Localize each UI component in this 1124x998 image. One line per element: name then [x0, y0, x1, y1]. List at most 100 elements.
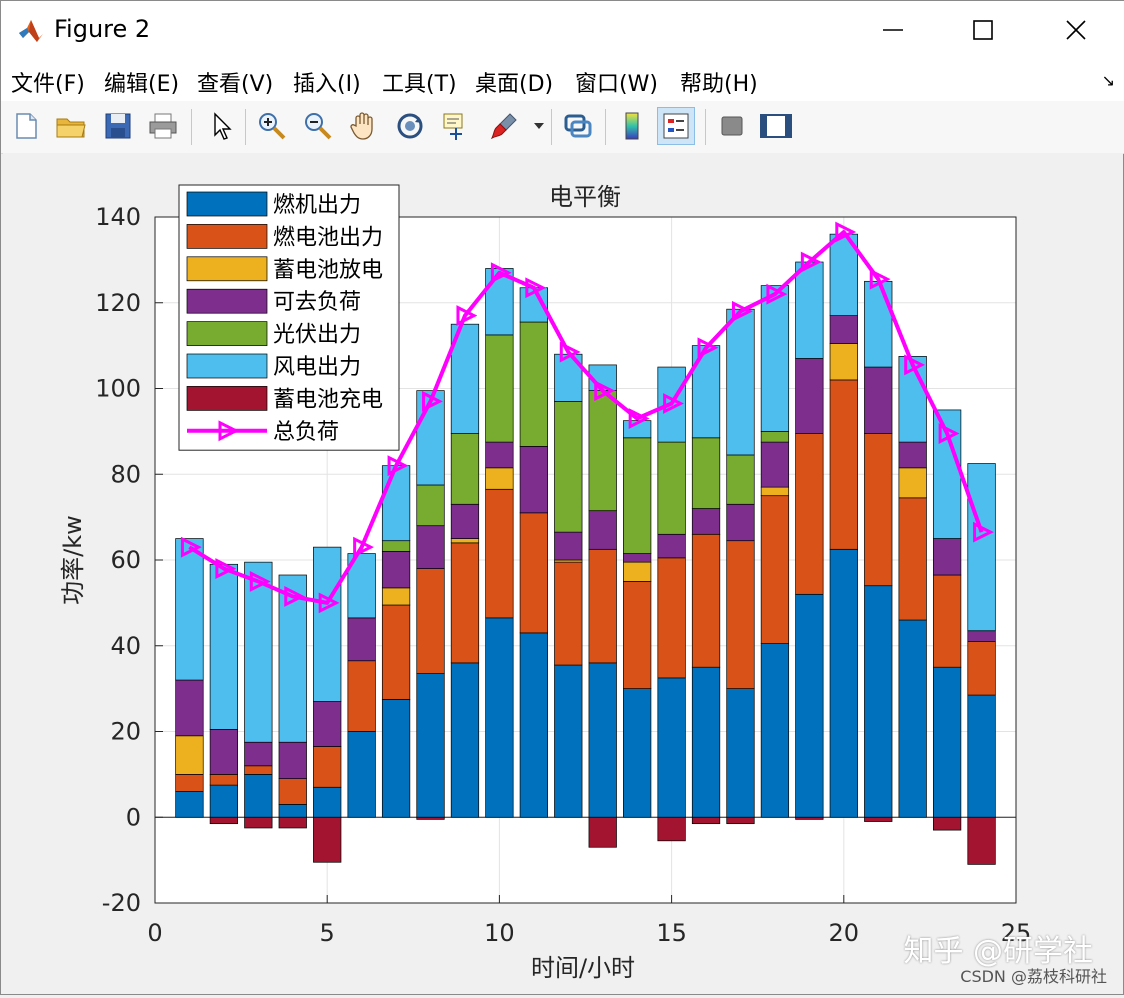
bar-segment	[864, 433, 893, 587]
bar-segment	[864, 280, 893, 368]
bar-segment	[657, 533, 686, 559]
toolbar	[1, 101, 1124, 154]
menu-insert[interactable]: 插入(I)	[293, 72, 361, 97]
total-load-marker	[318, 592, 340, 614]
bar-segment	[381, 698, 411, 818]
bar-segment	[864, 366, 893, 434]
bar-segment	[485, 441, 514, 469]
menu-tools[interactable]: 工具(T)	[382, 72, 457, 97]
rotate-3d-icon[interactable]	[391, 107, 429, 145]
bar-segment	[209, 784, 239, 818]
minimize-button[interactable]	[847, 1, 939, 59]
y-tick-label: 100	[95, 375, 141, 403]
bar-segment	[829, 315, 858, 344]
bar-segment	[450, 542, 480, 664]
total-load-marker	[973, 521, 994, 543]
zoom-in-icon[interactable]	[253, 107, 291, 145]
bar-segment	[175, 774, 204, 792]
x-axis-label: 时间/小时	[531, 954, 635, 982]
brush-icon[interactable]	[485, 107, 523, 145]
maximize-button[interactable]	[937, 1, 1029, 59]
bar-segment	[795, 261, 824, 359]
bar-segment	[691, 666, 721, 818]
bar-segment	[347, 731, 376, 818]
menu-view[interactable]: 查看(V)	[197, 72, 274, 97]
y-tick-label: 40	[110, 632, 141, 660]
bar-segment	[244, 774, 273, 818]
menu-window[interactable]: 窗口(W)	[575, 72, 658, 97]
bar-segment	[278, 804, 307, 818]
chart-title: 电平衡	[549, 183, 621, 211]
menu-file[interactable]: 文件(F)	[11, 72, 85, 97]
bar-segment	[554, 561, 583, 666]
bar-segment	[829, 343, 858, 381]
bar-segment	[726, 454, 755, 505]
bar-segment	[519, 446, 548, 514]
total-load-marker	[628, 408, 650, 429]
zoom-out-icon[interactable]	[299, 107, 337, 145]
menu-edit[interactable]: 编辑(E)	[104, 72, 180, 97]
menu-help[interactable]: 帮助(H)	[680, 72, 758, 97]
bar-segment	[726, 540, 755, 689]
bar-segment	[313, 546, 342, 702]
y-tick-label: 80	[110, 460, 141, 488]
total-load-marker	[525, 277, 547, 299]
new-file-icon[interactable]	[7, 107, 45, 145]
bar-segment	[932, 574, 962, 668]
link-plot-icon[interactable]	[559, 107, 597, 145]
bar-segment	[967, 694, 996, 818]
y-tick-label: 120	[95, 289, 141, 317]
legend-icon[interactable]	[657, 107, 695, 145]
total-load-marker	[490, 262, 512, 284]
close-icon	[1066, 20, 1086, 40]
bar-segment	[209, 774, 239, 786]
bar-segment	[554, 664, 583, 818]
total-load-marker	[249, 571, 271, 592]
pan-hand-icon[interactable]	[345, 107, 383, 145]
bar-segment	[588, 816, 617, 848]
bar-segment	[657, 441, 686, 535]
print-icon[interactable]	[144, 107, 182, 145]
save-icon[interactable]	[99, 107, 137, 145]
y-tick-label: -20	[102, 889, 141, 917]
bar-segment	[760, 441, 790, 488]
x-tick-label: 0	[147, 919, 162, 947]
bar-segment	[347, 617, 376, 662]
bar-segment	[967, 630, 996, 642]
legend-swatch	[186, 353, 268, 379]
total-load-line	[180, 221, 994, 614]
data-cursor-icon[interactable]	[437, 107, 475, 145]
bar-segment	[347, 660, 376, 732]
legend-swatch	[186, 288, 268, 314]
menu-desktop[interactable]: 桌面(D)	[475, 72, 554, 97]
bar-segment	[623, 553, 652, 563]
open-folder-icon[interactable]	[52, 107, 90, 145]
total-load-marker	[731, 300, 753, 322]
show-plot-tools-icon[interactable]	[757, 107, 795, 145]
brush-dropdown-icon[interactable]	[533, 121, 545, 131]
bar-segment	[726, 308, 755, 456]
bar-segment	[588, 390, 617, 512]
bar-segment	[760, 285, 790, 432]
hide-plot-tools-icon[interactable]	[713, 107, 751, 145]
bar-segment	[967, 816, 996, 865]
bar-segment	[450, 662, 480, 818]
total-load-marker	[835, 221, 857, 243]
bar-segment	[691, 437, 721, 509]
bar-segment	[554, 401, 583, 533]
y-tick-label: 0	[126, 803, 141, 831]
colorbar-icon[interactable]	[613, 107, 651, 145]
legend-label: 燃电池出力	[273, 225, 383, 250]
total-load-marker	[938, 423, 960, 444]
pointer-icon[interactable]	[201, 107, 239, 145]
bar-segment	[278, 574, 307, 743]
total-load-marker	[284, 586, 306, 607]
bar-segment	[278, 816, 307, 829]
bar-segment	[209, 729, 239, 775]
bar-segment	[381, 551, 411, 589]
close-button[interactable]	[1030, 1, 1122, 59]
total-load-marker	[180, 536, 202, 558]
dock-arrow-icon[interactable]: ↘	[1101, 71, 1115, 90]
